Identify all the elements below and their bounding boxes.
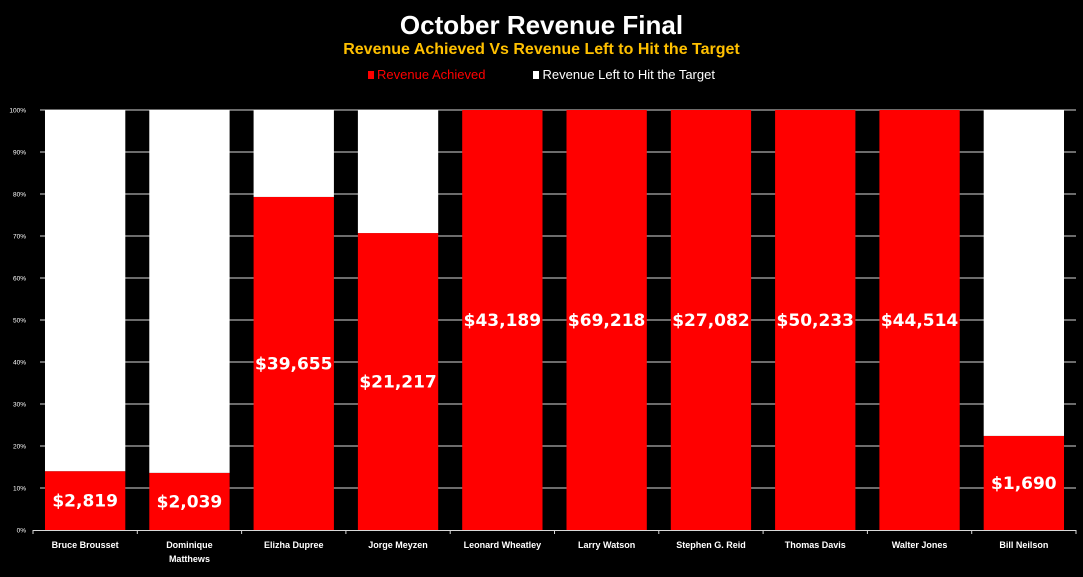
data-label: $39,655	[255, 354, 332, 374]
x-tick-label: Leonard Wheatley	[464, 540, 542, 550]
x-tick-label: Elizha Dupree	[264, 540, 324, 550]
bar-remaining	[149, 110, 230, 473]
legend-item-achieved: Revenue Achieved	[368, 67, 485, 82]
bar-achieved	[670, 110, 752, 530]
y-tick-label: 30%	[13, 402, 26, 409]
legend-label-left: Revenue Left to Hit the Target	[542, 67, 715, 82]
y-tick-label: 80%	[13, 192, 26, 199]
y-tick-label: 10%	[13, 486, 26, 493]
legend-item-left: Revenue Left to Hit the Target	[533, 67, 715, 82]
bar-achieved	[462, 110, 543, 530]
chart-subtitle: Revenue Achieved Vs Revenue Left to Hit …	[343, 41, 740, 58]
data-label: $27,082	[672, 311, 749, 331]
x-tick-label: Matthews	[169, 554, 210, 564]
bar-achieved	[566, 110, 647, 530]
data-label: $1,690	[991, 474, 1057, 494]
y-tick-label: 40%	[13, 360, 26, 367]
bar-achieved	[253, 196, 334, 530]
bar-achieved	[879, 110, 960, 530]
y-tick-label: 60%	[13, 276, 26, 283]
x-tick-label: Stephen G. Reid	[676, 540, 746, 550]
x-tick-label: Bruce Brousset	[52, 540, 119, 550]
bar-achieved	[149, 472, 230, 530]
bar-remaining	[983, 110, 1065, 436]
y-tick-label: 90%	[13, 150, 26, 157]
x-tick-label: Dominique	[166, 540, 213, 550]
x-tick-label: Bill Neilson	[999, 540, 1048, 550]
y-tick-label: 70%	[13, 234, 26, 241]
data-label: $50,233	[777, 311, 854, 331]
data-label: $69,218	[568, 311, 645, 331]
bar-achieved	[357, 233, 439, 530]
y-tick-label: 50%	[13, 318, 26, 325]
bar-achieved	[44, 471, 126, 530]
x-tick-label: Thomas Davis	[785, 540, 846, 550]
x-tick-label: Jorge Meyzen	[368, 540, 428, 550]
bar-remaining	[44, 110, 126, 472]
legend-label-achieved: Revenue Achieved	[377, 67, 486, 82]
legend-swatch-left	[533, 70, 540, 79]
data-label: $2,819	[52, 492, 118, 512]
y-tick-label: 0%	[17, 528, 27, 535]
legend-swatch-achieved	[368, 70, 375, 79]
y-tick-label: 20%	[13, 444, 26, 451]
data-label: $43,189	[464, 311, 541, 331]
data-label: $2,039	[157, 492, 223, 512]
bar-remaining	[253, 110, 334, 197]
y-tick-label: 100%	[9, 108, 26, 115]
legend: Revenue Achieved Revenue Left to Hit the…	[0, 67, 1083, 82]
bar-achieved	[983, 435, 1065, 530]
x-tick-label: Walter Jones	[892, 540, 948, 550]
bar-remaining	[357, 110, 439, 234]
bar-achieved	[775, 110, 856, 530]
chart-title: October Revenue Final	[399, 10, 684, 40]
x-tick-label: Larry Watson	[578, 540, 635, 550]
data-label: $44,514	[881, 311, 959, 331]
data-label: $21,217	[359, 373, 436, 393]
